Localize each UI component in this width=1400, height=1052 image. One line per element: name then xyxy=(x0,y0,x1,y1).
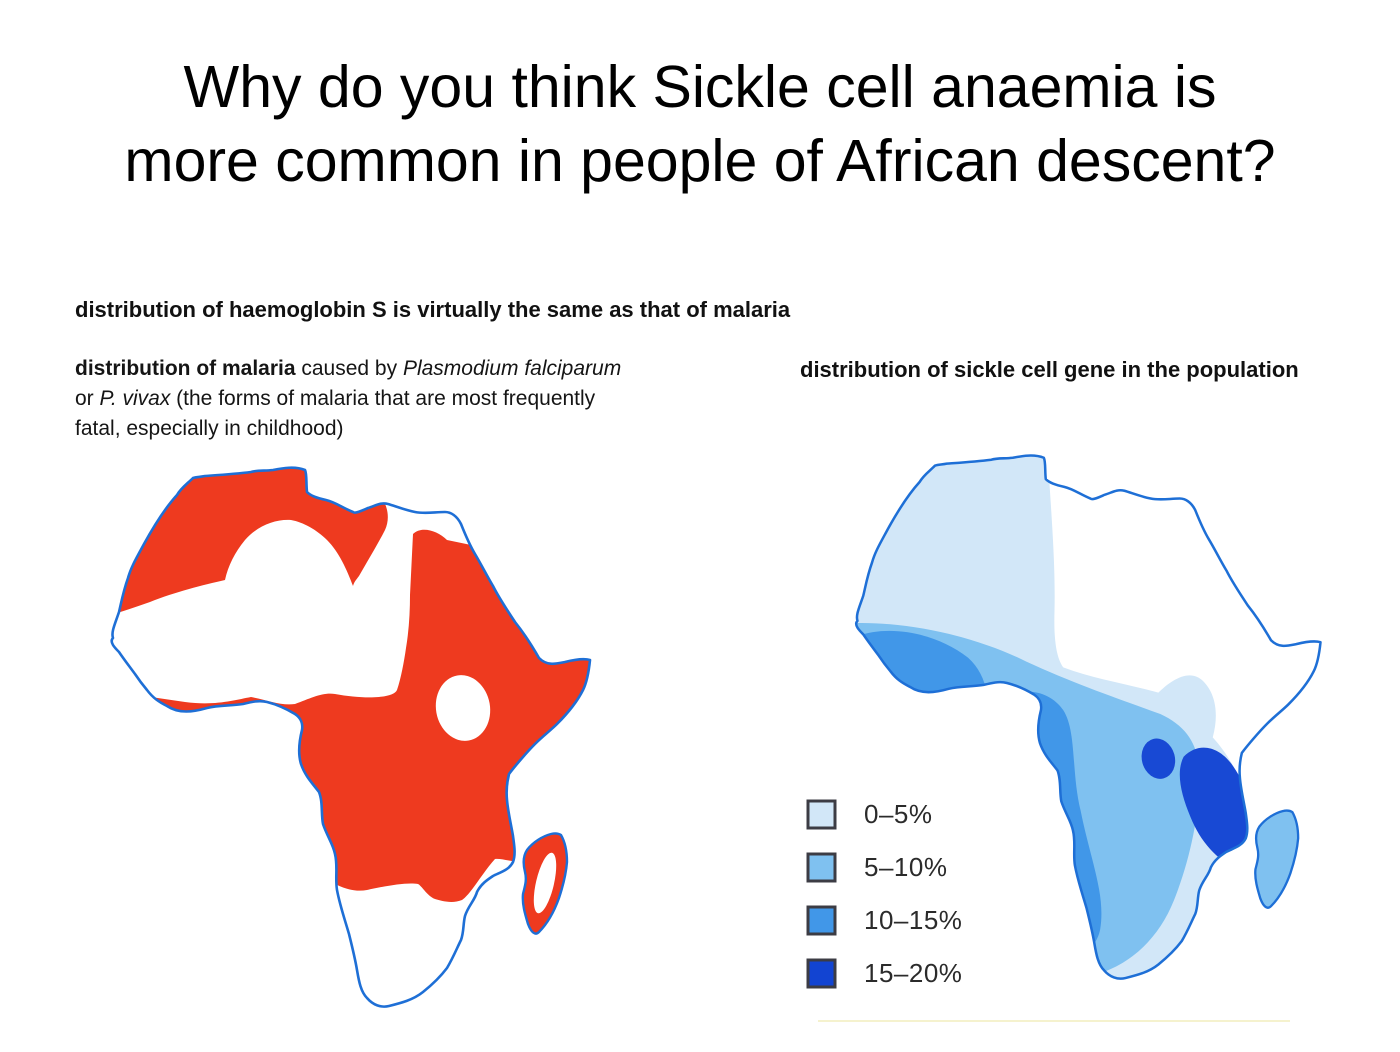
legend-item-15-20: 15–20% xyxy=(806,958,962,989)
malaria-caption-bold: distribution of malaria xyxy=(75,357,296,380)
legend-swatch-15-20-icon xyxy=(806,958,837,989)
legend-label-0-5: 0–5% xyxy=(864,799,933,829)
legend-label-5-10: 5–10% xyxy=(864,852,948,882)
species-falciparum: Plasmodium falciparum xyxy=(402,357,622,380)
title-line-2: more common in people of African descent… xyxy=(124,128,1276,195)
sickle-madagascar xyxy=(1255,810,1299,908)
legend-label-15-20: 15–20% xyxy=(864,958,963,988)
sickle-cell-map xyxy=(854,454,1322,980)
malaria-map xyxy=(110,466,592,1008)
sickle-map-caption: distribution of sickle cell gene in the … xyxy=(800,357,1299,382)
madagascar-outline xyxy=(1254,809,1300,909)
madagascar-hole xyxy=(533,852,557,914)
title-line-1: Why do you think Sickle cell anaemia is xyxy=(183,54,1217,120)
malaria-region-north xyxy=(111,467,388,622)
legend-item-0-5: 0–5% xyxy=(806,799,962,830)
legend-swatch-5-10-icon xyxy=(806,852,837,883)
legend-swatch-10-15-icon xyxy=(806,905,837,936)
legend-label-10-15: 10–15% xyxy=(864,905,963,935)
malaria-madagascar xyxy=(522,833,567,934)
legend-item-5-10: 5–10% xyxy=(806,852,962,883)
species-vivax: P. vivax xyxy=(99,387,171,410)
sickle-region-15-20-spot xyxy=(1141,738,1176,779)
figure-heading: distribution of haemoglobin S is virtual… xyxy=(75,297,791,322)
scan-artifact-line xyxy=(818,1020,1290,1022)
legend-item-10-15: 10–15% xyxy=(806,905,962,936)
malaria-map-caption: distribution of malaria caused by Plasmo… xyxy=(75,357,622,440)
page-title: Why do you think Sickle cell anaemia is … xyxy=(0,50,1400,199)
africa-outline xyxy=(854,454,1322,980)
map-legend: 0–5% 5–10% 10–15% 15–20% xyxy=(806,799,962,1011)
ethiopia-highlands-hole xyxy=(435,675,491,741)
legend-swatch-0-5-icon xyxy=(806,799,837,830)
